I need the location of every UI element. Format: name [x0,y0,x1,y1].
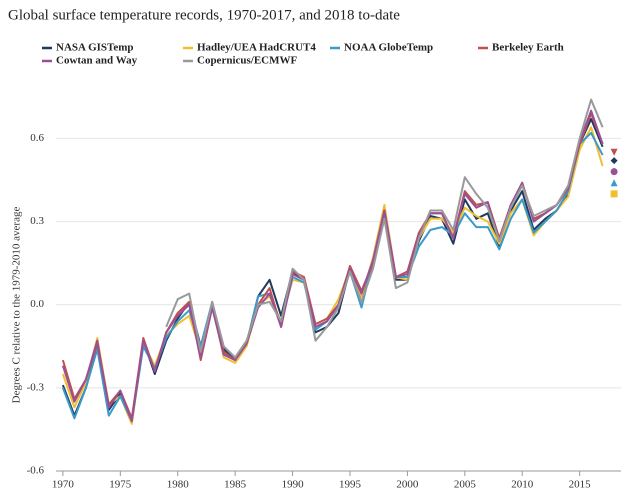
legend-label: NOAA GlobeTemp [344,42,433,54]
legend-label: NASA GISTemp [56,42,134,54]
y-tick-label: -0.3 [27,381,45,393]
ytd-marker [610,157,618,165]
y-axis-label: Degrees C relative to the 1979-2010 aver… [11,207,23,404]
ytd-marker [610,168,618,176]
x-tick-label: 2000 [396,479,419,491]
y-tick-label: 0.3 [30,215,44,227]
y-tick-label: 0.0 [30,298,44,310]
ytd-marker [610,190,618,198]
series-line [61,109,604,423]
y-tick-label: 0.6 [30,132,44,144]
x-tick-label: 2015 [569,479,592,491]
ytd-marker [610,148,618,156]
series-line [61,112,604,420]
x-tick-label: 2005 [454,479,477,491]
ytd-marker [610,179,618,187]
x-tick-label: 1995 [339,479,362,491]
x-tick-label: 2010 [511,479,534,491]
series-line [61,118,604,423]
legend-label: Cowtan and Way [56,55,138,67]
x-tick-label: 1990 [282,479,305,491]
x-tick-label: 1975 [109,479,132,491]
series-line [61,126,604,425]
y-tick-label: -0.6 [27,465,45,477]
legend-label: Copernicus/ECMWF [197,55,298,67]
legend-label: Berkeley Earth [492,42,564,54]
x-tick-label: 1985 [224,479,247,491]
x-tick-label: 1980 [167,479,190,491]
x-tick-label: 1970 [52,479,75,491]
chart-title: Global surface temperature records, 1970… [8,7,400,23]
series-line [165,98,604,359]
legend-label: Hadley/UEA HadCRUT4 [197,42,316,54]
series-line [61,131,604,423]
